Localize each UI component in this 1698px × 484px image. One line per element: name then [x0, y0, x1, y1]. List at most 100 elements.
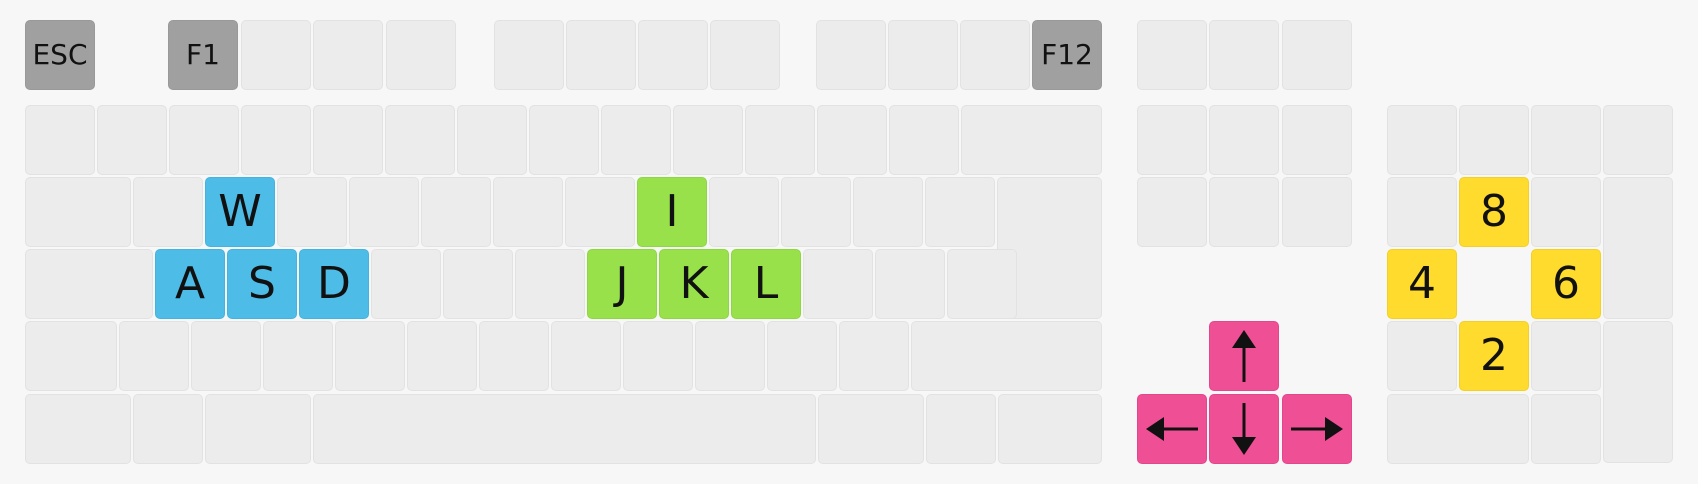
key-right-alt[interactable] [818, 394, 924, 464]
key-left-ctrl[interactable] [25, 394, 131, 464]
key-f2[interactable] [241, 20, 311, 90]
key-home[interactable] [1209, 105, 1279, 175]
key-m[interactable] [623, 321, 693, 391]
key-c[interactable] [335, 321, 405, 391]
key-f9[interactable] [816, 20, 886, 90]
key-print-screen[interactable] [1137, 20, 1207, 90]
key-f10[interactable] [888, 20, 958, 90]
key-y[interactable] [493, 177, 563, 247]
key-page-down[interactable] [1282, 177, 1352, 247]
key-3[interactable] [241, 105, 311, 175]
key-backspace[interactable] [961, 105, 1102, 175]
key-2[interactable] [169, 105, 239, 175]
key-v[interactable] [407, 321, 477, 391]
key-f1[interactable]: F1 [168, 20, 238, 90]
key-r[interactable] [349, 177, 419, 247]
key-caps-lock[interactable] [25, 249, 153, 319]
key-i[interactable]: I [637, 177, 707, 247]
key-z[interactable] [191, 321, 261, 391]
key-arrow-right[interactable] [1282, 394, 1352, 464]
key-p[interactable] [781, 177, 851, 247]
key-u[interactable] [565, 177, 635, 247]
key-0[interactable] [745, 105, 815, 175]
key-f8[interactable] [710, 20, 780, 90]
key-arrow-down[interactable] [1209, 394, 1279, 464]
key-hash[interactable] [947, 249, 1017, 319]
key-f5[interactable] [494, 20, 564, 90]
key-4[interactable] [313, 105, 383, 175]
key-t[interactable] [421, 177, 491, 247]
key-5[interactable] [385, 105, 455, 175]
key-right-shift[interactable] [911, 321, 1102, 391]
key-page-up[interactable] [1282, 105, 1352, 175]
key-period[interactable] [767, 321, 837, 391]
key-f6[interactable] [566, 20, 636, 90]
key-e[interactable] [277, 177, 347, 247]
key-num-2[interactable]: 2 [1459, 321, 1529, 391]
key-equals[interactable] [889, 105, 959, 175]
key-6[interactable] [457, 105, 527, 175]
key-backslash[interactable] [119, 321, 189, 391]
key-num-7[interactable] [1387, 177, 1457, 247]
key-num-8[interactable]: 8 [1459, 177, 1529, 247]
key-space[interactable] [313, 394, 816, 464]
key-num-lock[interactable] [1387, 105, 1457, 175]
key-num-divide[interactable] [1459, 105, 1529, 175]
key-esc[interactable]: ESC [25, 20, 95, 90]
key-f[interactable] [371, 249, 441, 319]
key-left-win[interactable] [133, 394, 203, 464]
key-slash[interactable] [839, 321, 909, 391]
key-pause[interactable] [1282, 20, 1352, 90]
key-num-1[interactable] [1387, 321, 1457, 391]
key-insert[interactable] [1137, 105, 1207, 175]
key-b[interactable] [479, 321, 549, 391]
key-num-multiply[interactable] [1531, 105, 1601, 175]
key-num-plus[interactable] [1603, 177, 1673, 319]
key-delete[interactable] [1137, 177, 1207, 247]
key-j[interactable]: J [587, 249, 657, 319]
key-right-ctrl[interactable] [998, 394, 1102, 464]
key-tab[interactable] [25, 177, 131, 247]
key-semicolon[interactable] [803, 249, 873, 319]
key-l[interactable]: L [731, 249, 801, 319]
key-num-9[interactable] [1531, 177, 1601, 247]
key-s[interactable]: S [227, 249, 297, 319]
key-h[interactable] [515, 249, 585, 319]
key-f7[interactable] [638, 20, 708, 90]
key-8[interactable] [601, 105, 671, 175]
key-a[interactable]: A [155, 249, 225, 319]
key-f12[interactable]: F12 [1032, 20, 1102, 90]
key-right-bracket[interactable] [925, 177, 995, 247]
key-g[interactable] [443, 249, 513, 319]
key-k[interactable]: K [659, 249, 729, 319]
key-w[interactable]: W [205, 177, 275, 247]
key-f4[interactable] [386, 20, 456, 90]
key-num-3[interactable] [1531, 321, 1601, 391]
key-backtick[interactable] [25, 105, 95, 175]
key-9[interactable] [673, 105, 743, 175]
key-num-6[interactable]: 6 [1531, 249, 1601, 319]
key-menu[interactable] [926, 394, 996, 464]
key-f11[interactable] [960, 20, 1030, 90]
key-arrow-left[interactable] [1137, 394, 1207, 464]
key-end[interactable] [1209, 177, 1279, 247]
key-num-5[interactable] [1459, 249, 1529, 319]
key-num-enter[interactable] [1603, 321, 1673, 463]
key-num-minus[interactable] [1603, 105, 1673, 175]
key-arrow-up[interactable] [1209, 321, 1279, 391]
key-left-shift[interactable] [25, 321, 117, 391]
key-num-decimal[interactable] [1531, 394, 1601, 464]
key-o[interactable] [709, 177, 779, 247]
key-scroll-lock[interactable] [1209, 20, 1279, 90]
key-comma[interactable] [695, 321, 765, 391]
key-left-bracket[interactable] [853, 177, 923, 247]
key-num-4[interactable]: 4 [1387, 249, 1457, 319]
key-q[interactable] [133, 177, 203, 247]
key-num-0[interactable] [1387, 394, 1529, 464]
key-left-alt[interactable] [205, 394, 311, 464]
key-d[interactable]: D [299, 249, 369, 319]
key-f3[interactable] [313, 20, 383, 90]
key-7[interactable] [529, 105, 599, 175]
key-1[interactable] [97, 105, 167, 175]
key-x[interactable] [263, 321, 333, 391]
